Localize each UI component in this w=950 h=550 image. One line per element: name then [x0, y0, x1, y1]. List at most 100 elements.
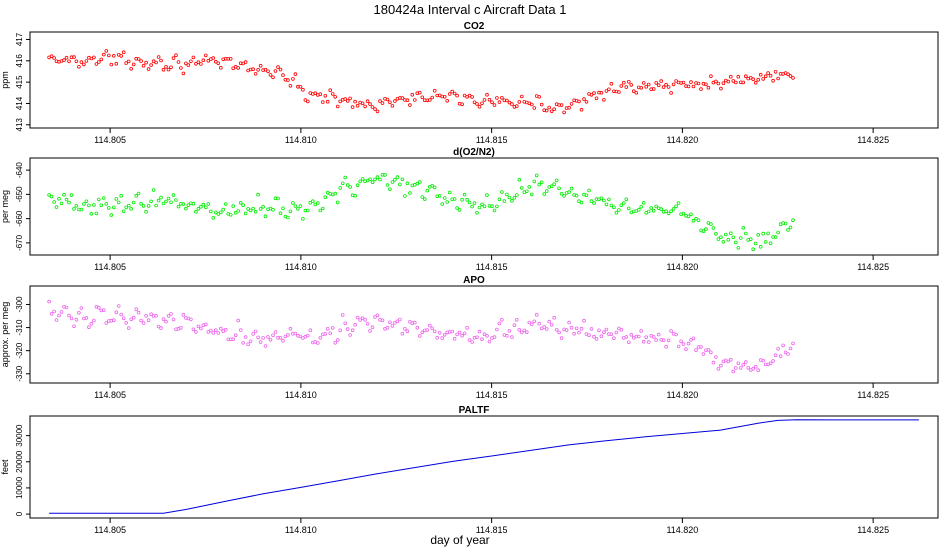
data-point — [291, 77, 295, 81]
data-point — [462, 192, 467, 197]
data-point — [532, 179, 537, 184]
data-point — [696, 81, 701, 86]
data-point — [241, 203, 245, 208]
data-point — [455, 93, 459, 98]
data-point — [505, 192, 509, 197]
data-point — [320, 206, 325, 211]
data-point — [199, 204, 203, 209]
data-point — [345, 99, 350, 103]
data-point — [77, 65, 81, 69]
data-point — [751, 247, 755, 252]
data-point — [330, 92, 335, 96]
data-point — [639, 329, 643, 333]
data-point — [714, 79, 718, 84]
data-point — [621, 201, 626, 205]
x-tick-label: 114.825 — [857, 390, 889, 400]
data-point — [405, 329, 410, 334]
data-point — [467, 338, 472, 342]
data-point — [67, 200, 71, 205]
data-point — [348, 333, 352, 337]
data-point — [385, 325, 390, 330]
data-point — [345, 183, 350, 187]
data-point — [624, 85, 629, 89]
data-point — [743, 231, 748, 236]
data-point — [599, 334, 604, 339]
data-point — [542, 325, 546, 329]
data-point — [604, 327, 609, 332]
data-point — [442, 196, 447, 200]
x-tick-label: 114.820 — [666, 525, 698, 535]
data-point — [602, 198, 606, 203]
data-point — [114, 61, 119, 66]
data-point — [325, 99, 330, 104]
data-point — [368, 329, 372, 333]
data-point — [492, 103, 497, 107]
data-point — [236, 66, 241, 70]
data-point — [532, 319, 537, 324]
y-tick-label: -650 — [15, 186, 24, 203]
data-point — [582, 97, 586, 101]
data-point — [447, 190, 452, 195]
data-point — [417, 180, 422, 184]
data-point — [741, 362, 746, 367]
data-point — [549, 184, 554, 189]
data-point — [191, 55, 196, 60]
data-point — [738, 366, 743, 370]
data-point — [544, 327, 549, 331]
data-point — [348, 96, 352, 101]
data-point — [149, 312, 153, 317]
panel-title: d(O2/N2) — [453, 147, 495, 158]
data-point — [758, 244, 763, 249]
data-point — [646, 82, 651, 87]
data-point — [74, 204, 79, 208]
data-point — [405, 98, 410, 102]
data-point — [636, 207, 641, 212]
data-point — [119, 193, 123, 198]
data-point — [126, 326, 131, 330]
data-point — [776, 76, 780, 81]
data-point — [89, 321, 94, 326]
data-point — [445, 99, 450, 103]
data-point — [584, 193, 589, 198]
data-point — [228, 56, 233, 61]
data-point — [654, 204, 658, 209]
data-point — [589, 93, 594, 97]
data-point — [129, 67, 134, 71]
data-point — [592, 334, 596, 339]
data-point — [716, 237, 721, 241]
data-point — [395, 319, 400, 324]
data-point — [271, 333, 275, 338]
data-point — [726, 237, 731, 242]
data-point — [452, 336, 457, 341]
x-tick-label: 114.810 — [285, 390, 317, 400]
data-point — [539, 102, 544, 107]
data-point — [420, 95, 425, 100]
data-point — [475, 335, 479, 340]
data-point — [619, 84, 624, 88]
data-point — [728, 357, 733, 362]
data-point — [592, 91, 596, 95]
data-point — [109, 213, 114, 217]
data-point — [243, 211, 248, 216]
data-point — [97, 305, 101, 310]
data-point — [654, 81, 658, 85]
data-point — [614, 210, 619, 215]
data-point — [709, 74, 713, 78]
plot-frame — [29, 415, 939, 519]
data-point — [375, 313, 380, 318]
data-point — [393, 177, 397, 182]
data-point — [320, 100, 325, 104]
data-point — [161, 201, 166, 206]
data-point — [477, 205, 482, 210]
data-point — [420, 195, 425, 199]
data-point — [350, 328, 355, 333]
data-point — [738, 236, 743, 240]
data-point — [587, 333, 591, 338]
data-point — [141, 63, 146, 68]
data-point — [422, 197, 427, 201]
data-point — [69, 193, 74, 197]
data-point — [174, 198, 178, 202]
series-line — [49, 419, 919, 514]
data-point — [405, 181, 410, 186]
data-point — [47, 193, 51, 197]
